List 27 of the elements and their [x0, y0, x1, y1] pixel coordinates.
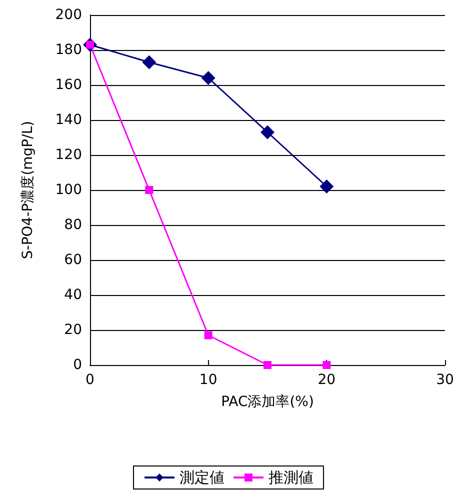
x-tick-label: 30 — [436, 372, 454, 388]
point — [320, 180, 334, 194]
y-tick-label: 160 — [55, 77, 82, 93]
x-tick-label: 20 — [318, 372, 336, 388]
y-tick-label: 40 — [64, 287, 82, 303]
y-axis-title: S-PO4-P濃度(mgP/L) — [20, 120, 36, 260]
point — [142, 55, 156, 70]
y-tick-label: 180 — [55, 42, 82, 58]
x-axis-title: PAC添加率(%) — [221, 394, 314, 410]
point — [322, 361, 331, 369]
y-tick-label: 80 — [64, 217, 82, 233]
y-tick-label: 120 — [55, 147, 82, 163]
legend-label: 推測値 — [268, 468, 314, 486]
x-tick-label: 0 — [86, 372, 94, 388]
point — [264, 361, 272, 369]
y-tick-label: 60 — [64, 252, 82, 268]
y-tick-label: 100 — [55, 182, 82, 198]
point — [260, 125, 274, 140]
x-tick-label: 10 — [199, 372, 218, 388]
point — [145, 186, 154, 194]
y-tick-label: 20 — [64, 322, 82, 338]
y-tick-label: 200 — [55, 7, 82, 23]
y-tick-label: 0 — [73, 357, 82, 373]
point — [201, 71, 216, 85]
point — [204, 331, 212, 340]
legend-label: 測定値 — [180, 468, 224, 486]
y-tick-label: 140 — [55, 112, 82, 128]
